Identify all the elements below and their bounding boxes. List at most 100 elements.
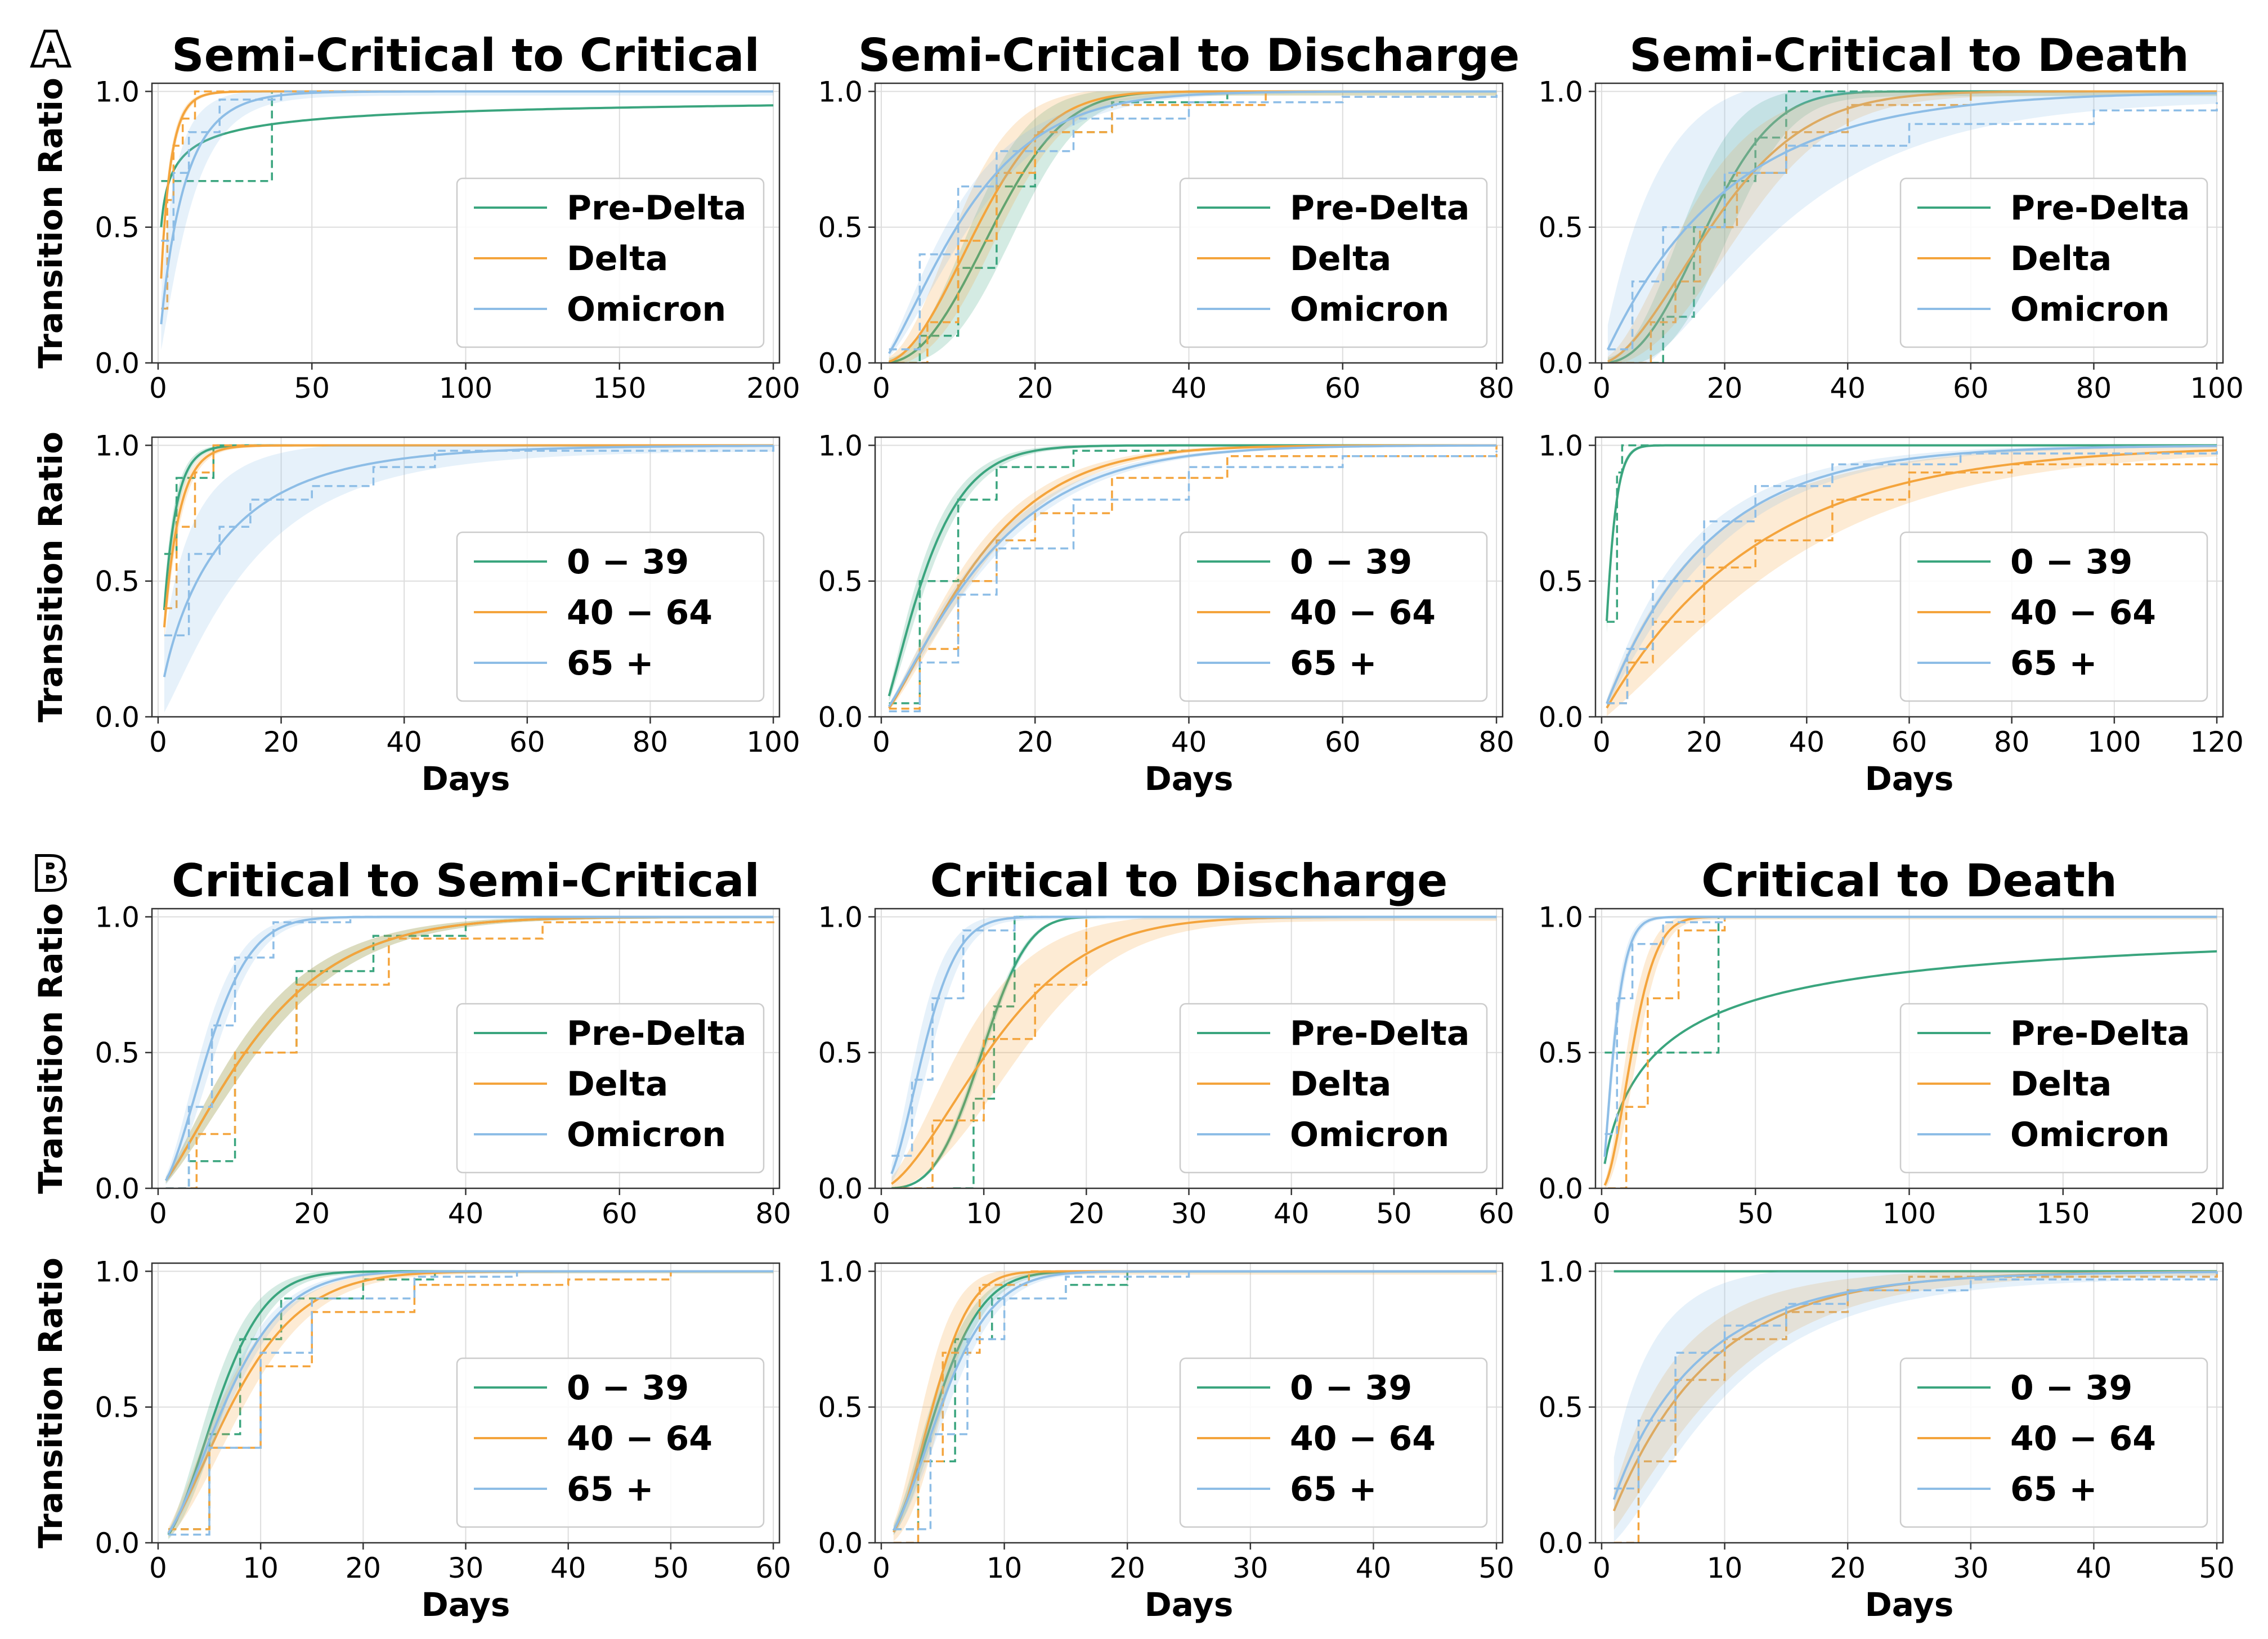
chart-1: 0 50 100 150 200 0.0 0.5 1.0 Semi-Critical to Cr… <box>32 29 800 405</box>
chart-3-series-omicron-empirical-line <box>1607 102 2218 351</box>
chart-8-series-pre-delta-empirical-line <box>953 915 1497 1188</box>
chart-4-xtick-label-5: 100 <box>746 726 800 758</box>
chart-9-xtick-label-0: 0 <box>1593 1197 1611 1230</box>
chart-2-legend-label-omicron: Omicron <box>1290 290 1449 329</box>
chart-10-legend-label-40-64: 40 − 64 <box>567 1419 712 1458</box>
chart-7-xtick-label-2: 40 <box>448 1197 484 1230</box>
chart-3-series-omicron-band <box>1607 91 2217 363</box>
chart-7-series-group <box>164 915 774 1188</box>
chart-1-ytick-label-1: 0.5 <box>95 212 140 244</box>
chart-11-frame <box>874 1262 1504 1544</box>
chart-6-xtick-label-1: 20 <box>1686 726 1722 758</box>
chart-10: 0 10 20 30 40 50 60 0.0 0.5 1.0 Transition Ratio Da… <box>32 1255 791 1624</box>
chart-3-legend-label-omicron: Omicron <box>2010 290 2170 329</box>
chart-7: 0 20 40 60 80 0.0 0.5 1.0 Critical to Semi-Criti… <box>32 855 791 1230</box>
panel-letter-b: B <box>34 849 67 900</box>
chart-3-legend-label-delta: Delta <box>2010 239 2112 279</box>
chart-1-series-pre-delta-fit-line <box>160 104 774 227</box>
chart-2-series-delta-empirical-line <box>897 90 1497 363</box>
chart-8-series-delta-empirical-line <box>902 915 1497 1188</box>
chart-6-ytick-label-2: 1.0 <box>1538 429 1583 462</box>
chart-5-series-65-fit-line <box>888 444 1497 707</box>
chart-11-legend-label-65: 65 + <box>1290 1470 1377 1509</box>
chart-6: 0 20 40 60 80 100 120 0.0 0.5 1.0 Days 0 − 39 40 − 6… <box>1538 429 2243 798</box>
chart-10-xtick-label-4: 40 <box>550 1552 586 1584</box>
chart-7-series-delta-band <box>165 917 774 1184</box>
chart-6-xtick-label-3: 60 <box>1892 726 1928 758</box>
chart-10-xtick-label-6: 60 <box>755 1552 791 1584</box>
chart-4-series-0-39-empirical-line <box>164 444 281 555</box>
chart-12-ytick-label-2: 1.0 <box>1538 1255 1583 1288</box>
chart-12-xtick-label-1: 10 <box>1707 1552 1743 1584</box>
chart-7-legend-box <box>456 1003 765 1174</box>
chart-1-ylabel: Transition Ratio <box>32 78 70 369</box>
chart-2-xtick-label-4: 80 <box>1478 372 1514 405</box>
chart-12-series-65-fit-line <box>1612 1270 2217 1500</box>
chart-6-xtick-label-6: 120 <box>2190 726 2243 758</box>
chart-4-ytick-label-1: 0.5 <box>95 565 140 598</box>
panel-letter-a: A <box>34 25 68 75</box>
chart-1-legend-label-pre-delta: Pre-Delta <box>567 188 746 228</box>
chart-7-series-pre-delta-band <box>165 917 774 1184</box>
chart-12-legend-box <box>1899 1357 2208 1528</box>
chart-8-ytick-label-1: 0.5 <box>818 1037 863 1070</box>
chart-10-ytick-label-2: 1.0 <box>95 1255 140 1288</box>
chart-10-series-group <box>167 1270 774 1539</box>
chart-2-xtick-label-2: 40 <box>1171 372 1207 405</box>
chart-12-xtick-label-5: 50 <box>2199 1552 2235 1584</box>
chart-3-series-omicron-fit-line <box>1607 92 2217 351</box>
chart-2-xtick-label-3: 60 <box>1325 372 1361 405</box>
chart-11-xlabel: Days <box>1145 1586 1234 1624</box>
chart-5-ytick-label-1: 0.5 <box>818 565 863 598</box>
chart-6-legend-box <box>1899 531 2208 702</box>
chart-10-legend-box <box>456 1357 765 1528</box>
chart-12-xtick-label-3: 30 <box>1953 1552 1989 1584</box>
chart-8-legend-label-delta: Delta <box>1290 1065 1391 1104</box>
chart-7-title: Critical to Semi-Critical <box>172 855 760 907</box>
chart-1-ytick-label-0: 0.0 <box>95 347 140 380</box>
chart-1-series-omicron-empirical-line <box>161 90 405 242</box>
chart-7-xtick-label-4: 80 <box>755 1197 791 1230</box>
chart-9-xtick-label-4: 200 <box>2190 1197 2243 1230</box>
chart-3-legend-label-pre-delta: Pre-Delta <box>2010 188 2190 228</box>
chart-11-xtick-label-5: 50 <box>1478 1552 1514 1584</box>
chart-6-legend-label-0-39: 0 − 39 <box>2010 542 2132 582</box>
chart-11-xtick-label-3: 30 <box>1232 1552 1269 1584</box>
chart-7-ytick-label-1: 0.5 <box>95 1037 140 1070</box>
chart-7-xtick-label-3: 60 <box>602 1197 638 1230</box>
chart-10-xtick-label-2: 20 <box>345 1552 381 1584</box>
chart-12-series-40-64-band <box>1613 1271 2217 1530</box>
chart-4-xtick-label-4: 80 <box>633 726 669 758</box>
chart-6-xtick-label-2: 40 <box>1789 726 1825 758</box>
chart-11-ytick-label-1: 0.5 <box>818 1391 863 1424</box>
chart-3-ytick-label-2: 1.0 <box>1538 75 1583 108</box>
chart-1-series-group <box>160 90 774 351</box>
chart-6-legend-label-65: 65 + <box>2010 644 2097 683</box>
chart-8-xtick-label-4: 40 <box>1274 1197 1310 1230</box>
chart-11-legend-label-40-64: 40 − 64 <box>1290 1419 1436 1458</box>
chart-2-ytick-label-2: 1.0 <box>818 75 863 108</box>
chart-2-series-group <box>888 90 1498 363</box>
chart-11-series-40-64-empirical-line <box>893 1270 1497 1543</box>
chart-9-xtick-label-3: 150 <box>2036 1197 2090 1230</box>
chart-11-xtick-label-1: 10 <box>987 1552 1023 1584</box>
chart-1-legend-label-omicron: Omicron <box>567 290 726 329</box>
chart-11-ytick-label-0: 0.0 <box>818 1527 863 1560</box>
chart-1-xtick-label-4: 200 <box>746 372 800 405</box>
chart-7-legend-label-omicron: Omicron <box>567 1115 726 1155</box>
chart-4-frame <box>151 436 781 718</box>
chart-3-ytick-label-0: 0.0 <box>1538 347 1583 380</box>
chart-8-series-delta-band <box>891 917 1497 1188</box>
chart-9-xtick-label-2: 100 <box>1882 1197 1936 1230</box>
chart-3-xtick-label-3: 60 <box>1953 372 1989 405</box>
chart-1-xtick-label-3: 150 <box>593 372 646 405</box>
chart-2-legend-box <box>1179 177 1488 348</box>
chart-4-xlabel: Days <box>422 760 510 798</box>
chart-4-legend-label-0-39: 0 − 39 <box>567 542 689 582</box>
chart-11-series-65-empirical-line <box>893 1270 1497 1530</box>
chart-1-xtick-label-1: 50 <box>294 372 330 405</box>
chart-6-xtick-label-0: 0 <box>1593 726 1611 758</box>
chart-4-ylabel: Transition Ratio <box>32 432 70 722</box>
chart-8-ytick-label-2: 1.0 <box>818 901 863 933</box>
chart-3-series-delta-band <box>1607 91 2217 363</box>
